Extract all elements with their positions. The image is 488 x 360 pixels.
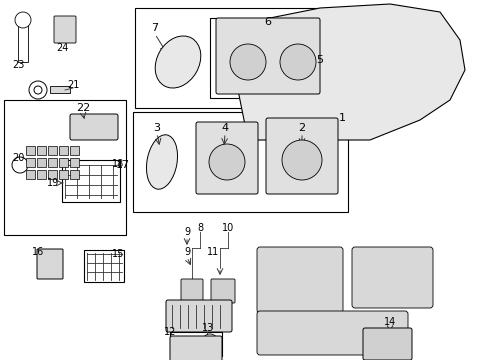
- Circle shape: [202, 334, 218, 350]
- Text: 11: 11: [206, 247, 219, 257]
- Bar: [59, 146, 68, 155]
- Text: 5: 5: [316, 55, 323, 65]
- Text: 12: 12: [163, 327, 176, 337]
- Bar: [37, 146, 46, 155]
- FancyBboxPatch shape: [54, 16, 76, 43]
- Text: 8: 8: [197, 223, 203, 233]
- Bar: [50, 86, 70, 93]
- Bar: [59, 170, 68, 179]
- Ellipse shape: [146, 135, 177, 189]
- Text: 7: 7: [151, 23, 158, 33]
- FancyBboxPatch shape: [196, 122, 258, 194]
- Bar: [62, 160, 120, 202]
- Circle shape: [12, 157, 28, 173]
- FancyBboxPatch shape: [216, 18, 319, 94]
- Bar: [48, 146, 57, 155]
- Text: 19: 19: [47, 178, 59, 188]
- Bar: [133, 112, 347, 212]
- Text: 9: 9: [183, 247, 190, 257]
- Bar: [18, 17, 28, 62]
- Text: 15: 15: [112, 249, 124, 259]
- FancyBboxPatch shape: [165, 300, 231, 332]
- Ellipse shape: [155, 36, 201, 88]
- Text: 4: 4: [221, 123, 228, 133]
- Bar: [70, 158, 79, 167]
- Text: 1: 1: [338, 113, 345, 123]
- Bar: [70, 170, 79, 179]
- Bar: [37, 158, 46, 167]
- Bar: [59, 158, 68, 167]
- Polygon shape: [238, 4, 464, 140]
- Circle shape: [208, 144, 244, 180]
- Text: 13: 13: [202, 323, 214, 333]
- Bar: [26, 158, 35, 167]
- Circle shape: [282, 140, 321, 180]
- Bar: [170, 332, 222, 356]
- FancyBboxPatch shape: [257, 311, 407, 355]
- FancyBboxPatch shape: [210, 279, 235, 303]
- FancyBboxPatch shape: [37, 249, 63, 279]
- Text: 16: 16: [32, 247, 44, 257]
- Text: 23: 23: [12, 60, 24, 70]
- Text: 17: 17: [116, 160, 130, 170]
- Text: 18: 18: [112, 159, 124, 169]
- Circle shape: [34, 86, 42, 94]
- Bar: [4, 100, 126, 235]
- FancyBboxPatch shape: [170, 336, 222, 360]
- Bar: [26, 170, 35, 179]
- Text: 24: 24: [56, 43, 68, 53]
- Bar: [209, 18, 325, 98]
- Text: 3: 3: [153, 123, 160, 133]
- Text: 22: 22: [76, 103, 90, 113]
- FancyBboxPatch shape: [257, 247, 342, 313]
- Text: 9: 9: [183, 227, 190, 237]
- Bar: [37, 170, 46, 179]
- Text: 14: 14: [383, 317, 395, 327]
- Bar: [48, 158, 57, 167]
- Circle shape: [15, 12, 31, 28]
- Circle shape: [280, 44, 315, 80]
- FancyBboxPatch shape: [351, 247, 432, 308]
- Circle shape: [229, 44, 265, 80]
- Text: 2: 2: [298, 123, 305, 133]
- Text: 21: 21: [67, 80, 79, 90]
- FancyBboxPatch shape: [70, 114, 118, 140]
- FancyBboxPatch shape: [265, 118, 337, 194]
- FancyBboxPatch shape: [362, 328, 411, 360]
- Bar: [70, 146, 79, 155]
- Bar: [48, 170, 57, 179]
- Bar: [26, 146, 35, 155]
- Text: 20: 20: [12, 153, 24, 163]
- Bar: [135, 8, 329, 108]
- Bar: [84, 250, 124, 282]
- FancyBboxPatch shape: [181, 279, 203, 303]
- Text: 6: 6: [264, 17, 271, 27]
- Circle shape: [29, 81, 47, 99]
- Text: 10: 10: [222, 223, 234, 233]
